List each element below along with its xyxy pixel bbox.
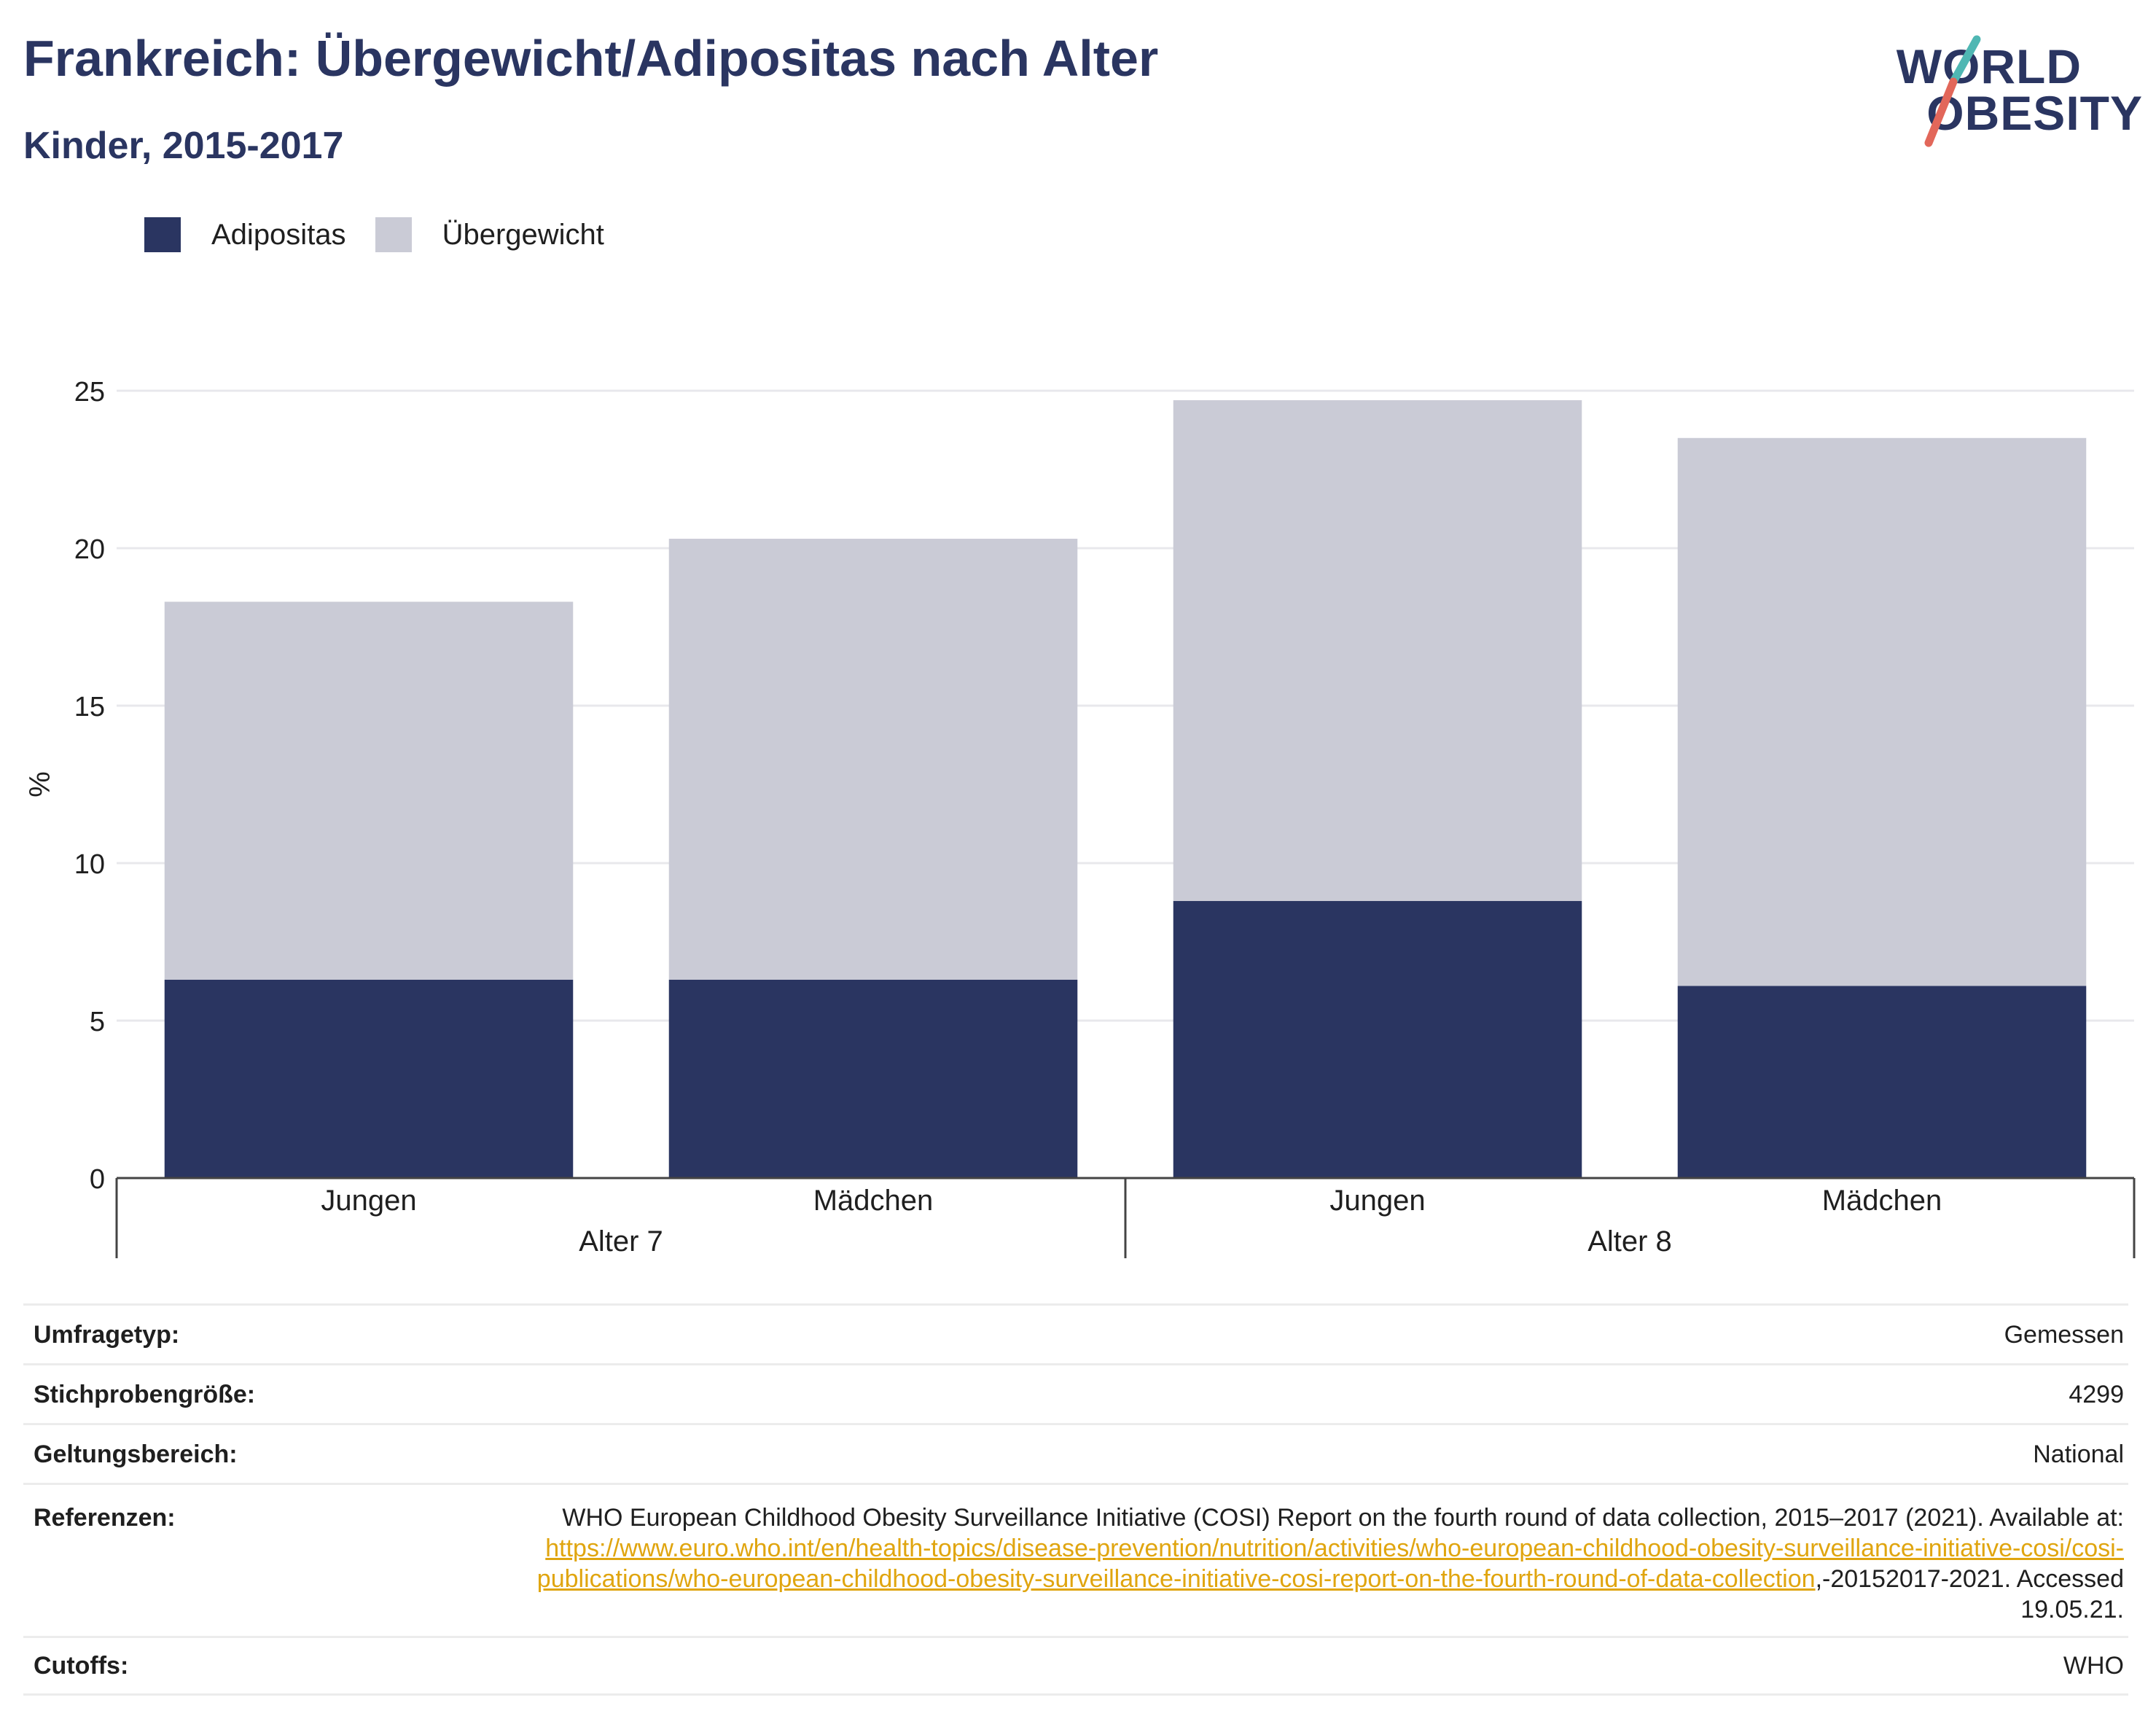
bar-uebergewicht (668, 539, 1078, 980)
logo-word-obesity: OBESITY (1926, 86, 2143, 140)
y-tick-label: 25 (74, 377, 105, 408)
scope-label: Geltungsbereich: (34, 1440, 238, 1468)
logo-word-world: WORLD (1896, 39, 2082, 93)
x-tick-label: Jungen (321, 1185, 416, 1217)
cutoffs-label: Cutoffs: (34, 1652, 129, 1680)
y-tick-label: 0 (90, 1164, 105, 1195)
bar-adipositas (668, 979, 1078, 1178)
legend-item-uebergewicht[interactable]: Übergewicht (375, 217, 604, 252)
scope-value: National (2033, 1440, 2124, 1468)
legend: Adipositas Übergewicht (144, 216, 633, 254)
legend-item-adipositas[interactable]: Adipositas (144, 217, 346, 252)
x-tick-label: Jungen (1329, 1185, 1425, 1217)
sample-size-value: 4299 (2069, 1380, 2124, 1408)
chart-subtitle: Kinder, 2015-2017 (23, 125, 344, 167)
info-row-survey-type: Umfragetyp: Gemessen (23, 1303, 2128, 1363)
references-text: WHO European Childhood Obesity Surveilla… (562, 1504, 2124, 1532)
bar-uebergewicht (1677, 437, 2087, 986)
bar-adipositas (164, 979, 574, 1178)
bar-uebergewicht (1173, 399, 1582, 901)
info-table: Umfragetyp: Gemessen Stichprobengröße: 4… (23, 1303, 2128, 1696)
y-tick-label: 10 (74, 849, 105, 880)
logo-slash-icon (1924, 35, 1981, 147)
references-link[interactable]: https://www.euro.who.int/en/health-topic… (536, 1535, 2124, 1593)
cutoffs-value: WHO (2063, 1652, 2124, 1680)
bar-uebergewicht (164, 601, 574, 980)
bar-adipositas (1677, 986, 2087, 1178)
stacked-bar-chart: 0 5 10 15 20 25% Jungen Mädchen Jungen Mädchen Alt… (24, 377, 2136, 1258)
world-obesity-logo: WORLD OBESITY (1895, 20, 2143, 152)
info-row-sample-size: Stichprobengröße: 4299 (23, 1363, 2128, 1423)
references-text-after: ,-20152017-2021. Accessed 19.05.21. (1815, 1565, 2124, 1623)
x-tick-label: Mädchen (1822, 1185, 1942, 1217)
bar-adipositas (1173, 900, 1582, 1178)
info-row-cutoffs: Cutoffs: WHO (23, 1636, 2128, 1696)
info-row-scope: Geltungsbereich: National (23, 1423, 2128, 1483)
chart-title: Frankreich: Übergewicht/Adipositas nach … (23, 30, 1159, 87)
y-axis-label: % (24, 771, 56, 798)
info-row-references: Referenzen: WHO European Childhood Obesi… (23, 1483, 2128, 1636)
references-label: Referenzen: (34, 1504, 176, 1532)
y-tick-label: 15 (74, 692, 105, 722)
survey-type-label: Umfragetyp: (34, 1320, 180, 1349)
legend-label-uebergewicht: Übergewicht (442, 218, 604, 251)
references-value: WHO European Childhood Obesity Surveilla… (520, 1502, 2128, 1625)
group-label: Alter 7 (579, 1225, 663, 1258)
legend-swatch-uebergewicht (375, 217, 412, 252)
legend-swatch-adipositas (144, 217, 181, 252)
legend-label-adipositas: Adipositas (211, 218, 346, 251)
x-tick-label: Mädchen (813, 1185, 934, 1217)
y-tick-label: 5 (90, 1007, 105, 1037)
survey-type-value: Gemessen (2004, 1320, 2124, 1349)
group-label: Alter 8 (1587, 1225, 1672, 1258)
sample-size-label: Stichprobengröße: (34, 1380, 256, 1408)
y-tick-label: 20 (74, 534, 105, 565)
